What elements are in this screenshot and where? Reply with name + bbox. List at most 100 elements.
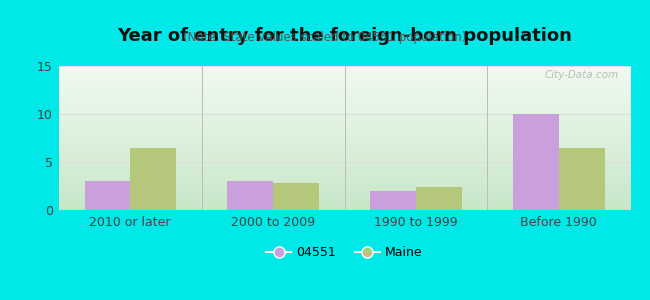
Bar [58,128,630,129]
Bar [58,116,630,117]
Bar [58,202,630,203]
Bar [273,183,318,210]
Bar [58,146,630,147]
Bar [58,207,630,208]
Bar [58,80,630,81]
Bar [58,140,630,141]
Bar [58,109,630,110]
Bar [58,162,630,163]
Bar [58,98,630,99]
Bar [58,149,630,150]
Bar [58,183,630,184]
Bar [58,201,630,202]
Bar [58,165,630,166]
Bar [58,203,630,204]
Bar [58,178,630,179]
Bar [58,148,630,149]
Bar [58,78,630,79]
Bar [58,67,630,68]
Bar [58,172,630,173]
Text: (Note: State values scaled to 04551 population): (Note: State values scaled to 04551 popu… [183,32,467,44]
Bar [58,136,630,137]
Bar [58,99,630,100]
Bar [58,129,630,130]
Bar [58,190,630,191]
Bar [58,144,630,145]
Bar [58,85,630,86]
Bar [58,135,630,136]
Bar [58,104,630,105]
Bar [559,148,604,210]
Bar [58,152,630,153]
Bar [58,209,630,210]
Bar [58,89,630,90]
Bar [58,139,630,140]
Bar [58,160,630,161]
Bar [58,118,630,119]
Bar [84,181,130,210]
Bar [58,192,630,193]
Bar [58,124,630,125]
Bar [58,186,630,187]
Bar [58,69,630,70]
Bar [58,137,630,138]
Bar [58,197,630,198]
Bar [58,66,630,67]
Bar [58,115,630,116]
Bar [58,127,630,128]
Bar [58,151,630,152]
Bar [58,153,630,154]
Bar [58,168,630,169]
Bar [58,84,630,85]
Bar [58,125,630,126]
Bar [58,206,630,207]
Bar [58,181,630,182]
Bar [58,204,630,205]
Bar [58,188,630,189]
Bar [416,187,462,210]
Bar [58,123,630,124]
Bar [58,112,630,113]
Bar [58,105,630,106]
Bar [130,148,176,210]
Bar [58,189,630,190]
Bar [58,150,630,151]
Bar [58,71,630,72]
Bar [58,166,630,167]
Bar [58,119,630,120]
Bar [58,145,630,146]
Bar [58,87,630,88]
Bar [58,82,630,83]
Bar [58,167,630,168]
Bar [58,184,630,185]
Bar [58,122,630,123]
Bar [58,133,630,134]
Bar [58,199,630,200]
Bar [58,156,630,157]
Bar [58,83,630,84]
Bar [370,191,416,210]
Bar [58,121,630,122]
Bar [58,177,630,178]
Bar [58,179,630,180]
Bar [58,107,630,108]
Bar [58,91,630,92]
Bar [58,72,630,73]
Bar [58,96,630,97]
Bar [58,132,630,133]
Bar [58,85,630,86]
Bar [58,92,630,93]
Bar [58,86,630,87]
Bar [58,159,630,160]
Bar [58,182,630,183]
Bar [58,176,630,177]
Bar [58,200,630,201]
Bar [58,147,630,148]
Bar [58,173,630,174]
Bar [227,181,273,210]
Bar [58,75,630,76]
Bar [58,126,630,127]
Bar [58,130,630,131]
Bar [58,163,630,164]
Bar [58,208,630,209]
